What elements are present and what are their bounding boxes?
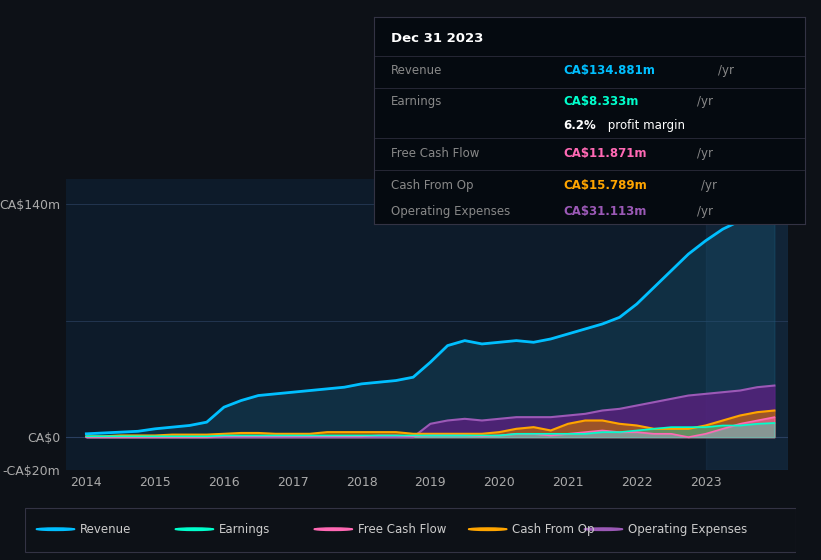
Text: /yr: /yr [701, 179, 717, 192]
Text: Cash From Op: Cash From Op [512, 522, 595, 536]
Circle shape [36, 528, 75, 530]
Text: /yr: /yr [697, 95, 713, 108]
Text: Free Cash Flow: Free Cash Flow [391, 147, 479, 160]
Circle shape [175, 528, 213, 530]
Text: Revenue: Revenue [80, 522, 131, 536]
Text: /yr: /yr [718, 64, 734, 77]
Bar [705, 179, 788, 470]
Text: Revenue: Revenue [391, 64, 443, 77]
Text: profit margin: profit margin [604, 119, 686, 132]
Text: /yr: /yr [697, 205, 713, 218]
Text: CA$15.789m: CA$15.789m [563, 179, 647, 192]
Text: Earnings: Earnings [219, 522, 270, 536]
Circle shape [314, 528, 353, 530]
Circle shape [585, 528, 623, 530]
Text: /yr: /yr [697, 147, 713, 160]
Text: CA$31.113m: CA$31.113m [563, 205, 647, 218]
Text: Cash From Op: Cash From Op [391, 179, 473, 192]
Text: Operating Expenses: Operating Expenses [391, 205, 510, 218]
Text: 6.2%: 6.2% [563, 119, 596, 132]
Text: Free Cash Flow: Free Cash Flow [358, 522, 447, 536]
Text: CA$8.333m: CA$8.333m [563, 95, 639, 108]
Text: CA$11.871m: CA$11.871m [563, 147, 647, 160]
Text: CA$134.881m: CA$134.881m [563, 64, 655, 77]
Text: Earnings: Earnings [391, 95, 443, 108]
Text: Dec 31 2023: Dec 31 2023 [391, 32, 484, 45]
Circle shape [468, 528, 507, 530]
Text: Operating Expenses: Operating Expenses [628, 522, 747, 536]
